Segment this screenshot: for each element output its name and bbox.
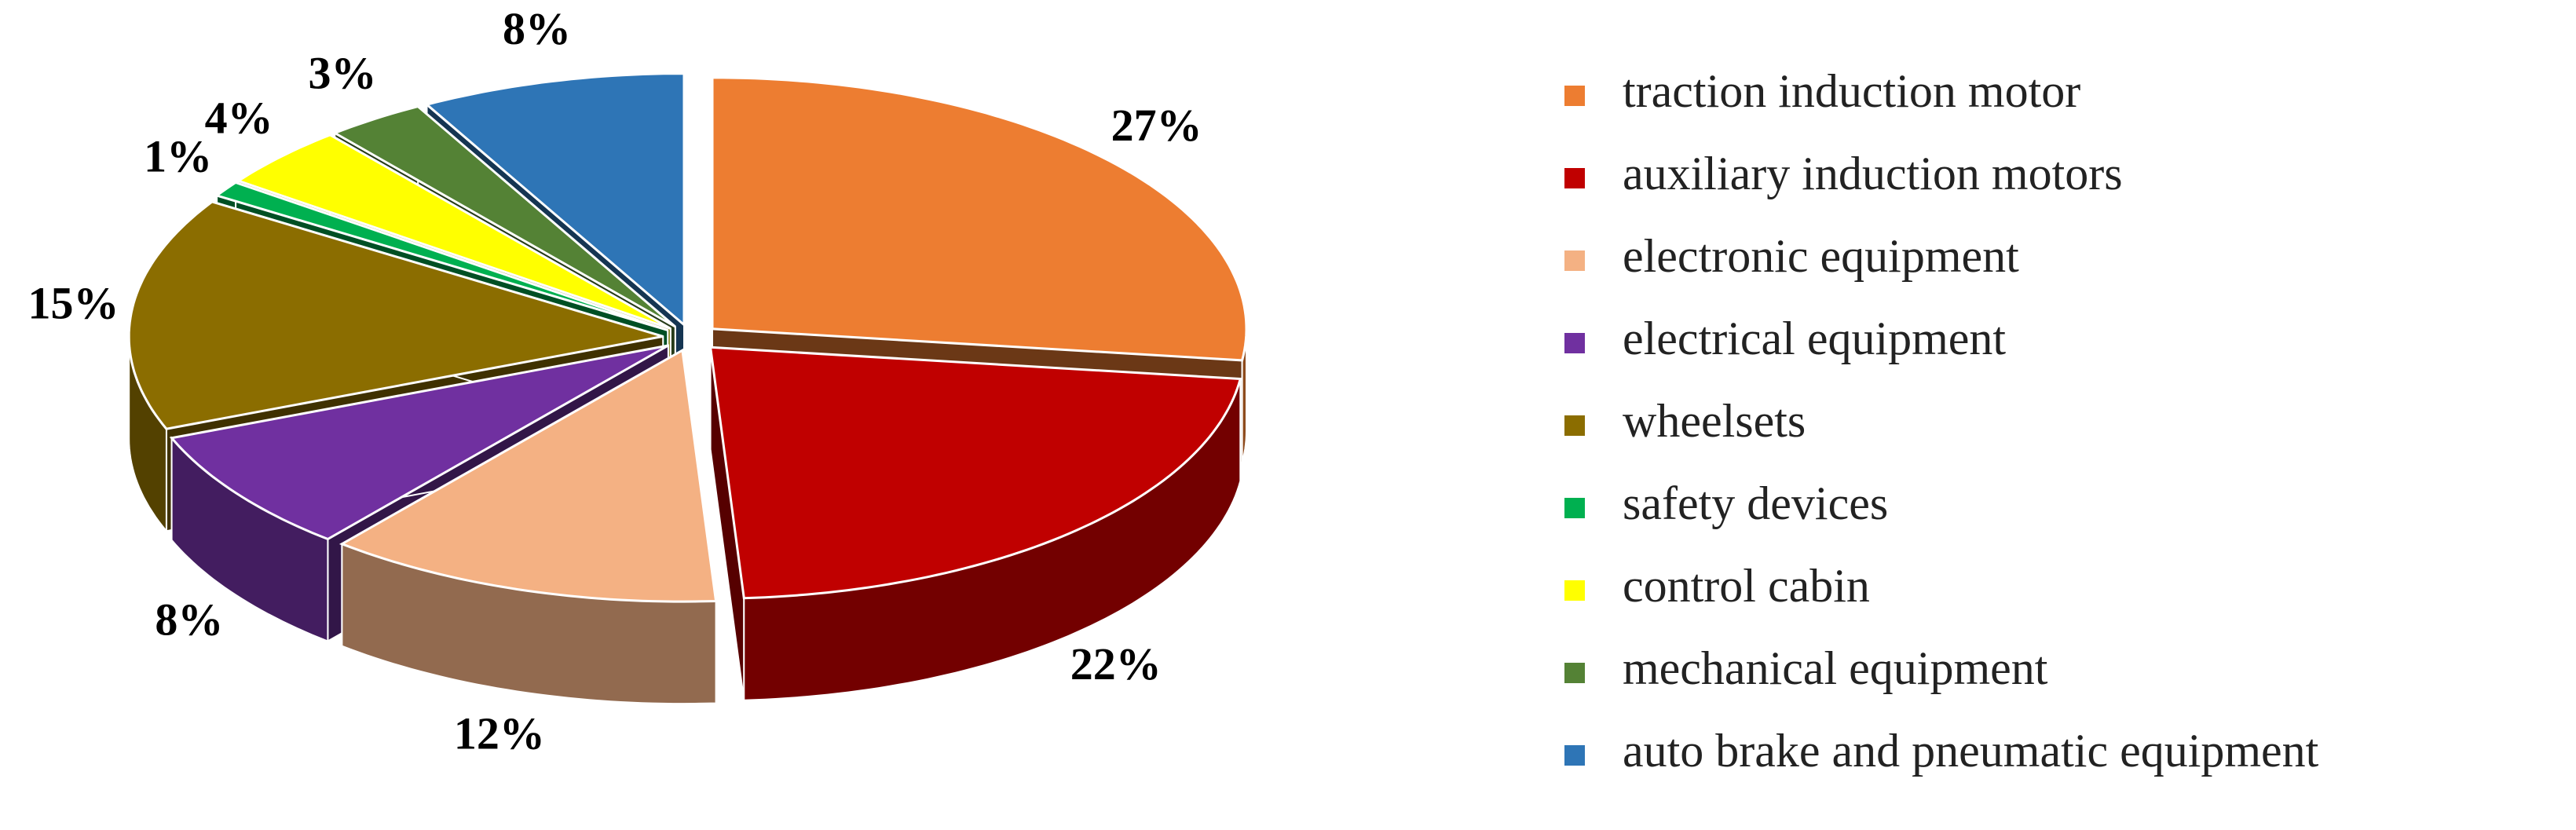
legend-swatch: [1564, 580, 1585, 601]
legend-label: control cabin: [1623, 560, 1870, 612]
legend-swatch: [1564, 250, 1585, 271]
legend-label: wheelsets: [1623, 395, 1806, 447]
slice: [424, 72, 686, 327]
legend-swatch: [1564, 333, 1585, 353]
legend-label: electronic equipment: [1623, 230, 2019, 282]
legend-swatch: [1564, 415, 1585, 436]
legend-swatch: [1564, 745, 1585, 766]
data-label: 15%: [28, 278, 119, 329]
slice: [338, 348, 718, 603]
legend-label: auto brake and pneumatic equipment: [1623, 725, 2319, 777]
data-label: 1%: [144, 130, 212, 181]
legend-label: mechanical equipment: [1623, 642, 2048, 694]
legend-label: electrical equipment: [1623, 313, 2006, 364]
slice: [236, 133, 671, 330]
slice: [711, 76, 1248, 362]
slice: [169, 344, 669, 541]
slice: [214, 181, 668, 331]
data-label: 4%: [205, 92, 273, 143]
slice: [331, 104, 676, 328]
slice: [127, 200, 664, 430]
data-label: 8%: [155, 594, 223, 645]
data-label: 27%: [1111, 100, 1202, 151]
data-label: 22%: [1070, 638, 1162, 689]
legend-label: safety devices: [1623, 477, 1888, 529]
legend-label: auxiliary induction motors: [1623, 148, 2123, 199]
legend-swatch: [1564, 168, 1585, 188]
legend-label: traction induction motor: [1623, 65, 2080, 117]
legend-swatch: [1564, 663, 1585, 683]
legend-swatch: [1564, 498, 1585, 518]
legend-swatch: [1564, 86, 1585, 106]
data-label: 8%: [503, 3, 571, 54]
data-label: 3%: [308, 47, 376, 98]
slice: [708, 346, 1242, 600]
data-label: 12%: [454, 708, 545, 759]
